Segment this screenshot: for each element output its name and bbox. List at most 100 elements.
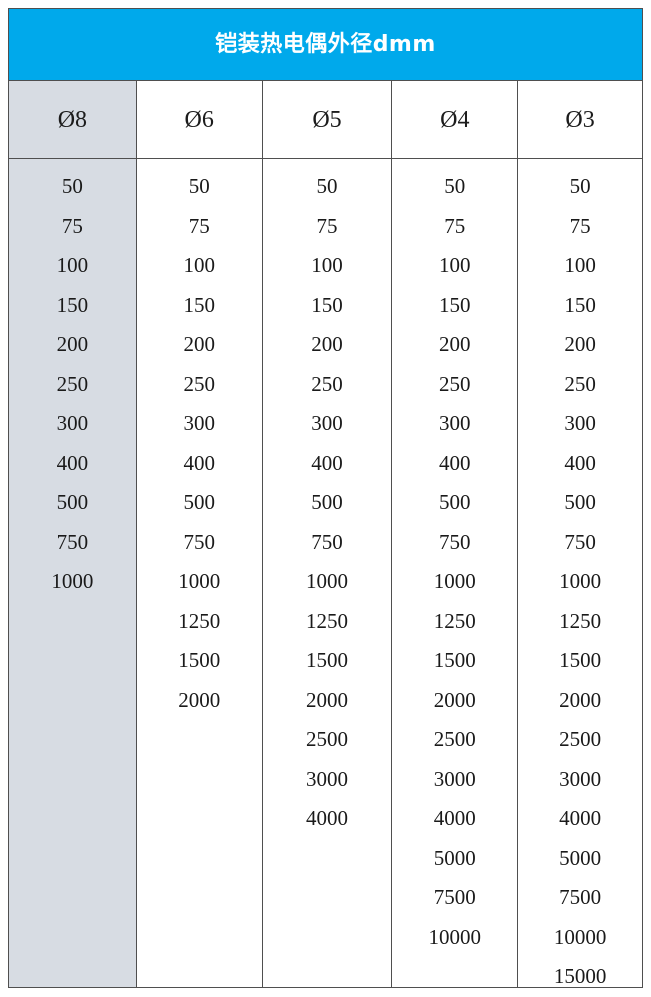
table-cell: 400 xyxy=(56,450,89,475)
table-cell: 100 xyxy=(183,253,215,278)
table-cell: 400 xyxy=(311,450,343,475)
table-cell: 1250 xyxy=(433,608,476,633)
column-header-label-2: Ø5 xyxy=(312,106,342,133)
column-header-cell-4: Ø3 xyxy=(518,81,642,159)
table-cell: 1500 xyxy=(559,648,602,673)
specification-table: 铠装热电偶外径dmm Ø8 50 75 100 150 200 250 300 400 500 7… xyxy=(8,8,643,988)
table-cell: 1000 xyxy=(178,569,221,594)
table-cell: 200 xyxy=(311,332,343,357)
table-cell: 500 xyxy=(564,490,596,515)
table-cell: 7500 xyxy=(433,885,476,910)
table-cell: 150 xyxy=(564,292,596,317)
table-cell: 5000 xyxy=(559,845,602,870)
table-cell: 75 xyxy=(61,213,83,238)
column-body-4: 50 75 100 150 200 250 300 400 500 750 1000 1250 1500… xyxy=(518,159,642,997)
table-cell: 750 xyxy=(564,529,596,554)
table-cell: 500 xyxy=(311,490,343,515)
table-cell: 1250 xyxy=(559,608,602,633)
table-column-1: Ø6 50 75 100 150 200 250 300 400 500 750 1000 1250 1… xyxy=(136,81,263,987)
table-cell: 300 xyxy=(56,411,89,436)
table-cell: 5000 xyxy=(433,845,476,870)
table-grid: Ø8 50 75 100 150 200 250 300 400 500 750 1000 Ø6 5… xyxy=(8,81,643,988)
table-cell: 750 xyxy=(56,529,89,554)
table-cell: 15000 xyxy=(553,964,607,989)
table-column-4: Ø3 50 75 100 150 200 250 300 400 500 750 1000 1250 1… xyxy=(518,81,642,987)
column-body-3: 50 75 100 150 200 250 300 400 500 750 1000 1250 1500… xyxy=(392,159,517,987)
table-cell: 3000 xyxy=(305,766,348,791)
table-cell: 1250 xyxy=(305,608,348,633)
table-cell: 400 xyxy=(439,450,471,475)
column-header-cell-1: Ø6 xyxy=(136,81,262,159)
table-cell: 200 xyxy=(439,332,471,357)
table-cell: 100 xyxy=(56,253,89,278)
column-header-label-3: Ø4 xyxy=(440,106,470,133)
table-cell: 500 xyxy=(439,490,471,515)
column-body-2: 50 75 100 150 200 250 300 400 500 750 1000 1250 1500… xyxy=(263,159,392,987)
column-header-label-4: Ø3 xyxy=(565,106,595,133)
table-cell: 1500 xyxy=(305,648,348,673)
table-cell: 400 xyxy=(183,450,215,475)
table-cell: 4000 xyxy=(305,806,348,831)
table-cell: 750 xyxy=(311,529,343,554)
table-cell: 1500 xyxy=(178,648,221,673)
table-cell: 200 xyxy=(564,332,596,357)
table-cell: 250 xyxy=(311,371,343,396)
table-title-banner: 铠装热电偶外径dmm xyxy=(8,8,643,81)
table-cell: 75 xyxy=(316,213,338,238)
column-body-0: 50 75 100 150 200 250 300 400 500 750 1000 xyxy=(9,159,136,987)
table-cell: 1500 xyxy=(433,648,476,673)
table-cell: 4000 xyxy=(433,806,476,831)
table-cell: 50 xyxy=(61,174,83,199)
table-cell: 250 xyxy=(56,371,89,396)
table-cell: 50 xyxy=(444,174,466,199)
table-cell: 750 xyxy=(183,529,215,554)
table-cell: 75 xyxy=(444,213,466,238)
table-cell: 150 xyxy=(311,292,343,317)
table-column-3: Ø4 50 75 100 150 200 250 300 400 500 750 1000 1250 1… xyxy=(392,81,519,987)
table-column-2: Ø5 50 75 100 150 200 250 300 400 500 750 1000 1250 1… xyxy=(262,81,393,987)
table-cell: 150 xyxy=(56,292,89,317)
table-cell: 2500 xyxy=(559,727,602,752)
table-cell: 1250 xyxy=(178,608,221,633)
table-cell: 300 xyxy=(183,411,215,436)
table-cell: 400 xyxy=(564,450,596,475)
table-cell: 500 xyxy=(56,490,89,515)
table-cell: 100 xyxy=(311,253,343,278)
table-cell: 150 xyxy=(183,292,215,317)
table-cell: 4000 xyxy=(559,806,602,831)
table-cell: 75 xyxy=(188,213,210,238)
table-cell: 300 xyxy=(311,411,343,436)
table-cell: 1000 xyxy=(559,569,602,594)
table-cell: 2000 xyxy=(178,687,221,712)
table-cell: 1000 xyxy=(51,569,94,594)
table-cell: 75 xyxy=(569,213,591,238)
table-cell: 50 xyxy=(188,174,210,199)
table-cell: 500 xyxy=(183,490,215,515)
table-cell: 150 xyxy=(439,292,471,317)
table-cell: 300 xyxy=(564,411,596,436)
table-cell: 3000 xyxy=(433,766,476,791)
table-column-0: Ø8 50 75 100 150 200 250 300 400 500 750 1000 xyxy=(9,81,137,987)
column-body-1: 50 75 100 150 200 250 300 400 500 750 1000 1250 1500… xyxy=(137,159,262,987)
table-cell: 50 xyxy=(316,174,338,199)
table-cell: 10000 xyxy=(428,924,482,949)
table-cell: 200 xyxy=(56,332,89,357)
table-cell: 7500 xyxy=(559,885,602,910)
table-cell: 750 xyxy=(439,529,471,554)
table-cell: 250 xyxy=(564,371,596,396)
table-cell: 2500 xyxy=(305,727,348,752)
table-cell: 250 xyxy=(183,371,215,396)
table-cell: 2000 xyxy=(305,687,348,712)
table-cell: 1000 xyxy=(305,569,348,594)
column-header-label-1: Ø6 xyxy=(184,106,214,133)
table-cell: 2500 xyxy=(433,727,476,752)
table-cell: 3000 xyxy=(559,766,602,791)
table-cell: 200 xyxy=(183,332,215,357)
table-cell: 250 xyxy=(439,371,471,396)
table-cell: 10000 xyxy=(553,924,607,949)
table-cell: 2000 xyxy=(433,687,476,712)
table-cell: 100 xyxy=(439,253,471,278)
table-title: 铠装热电偶外径dmm xyxy=(215,31,436,57)
column-header-cell-0: Ø8 xyxy=(9,81,136,159)
column-header-cell-2: Ø5 xyxy=(262,81,392,159)
